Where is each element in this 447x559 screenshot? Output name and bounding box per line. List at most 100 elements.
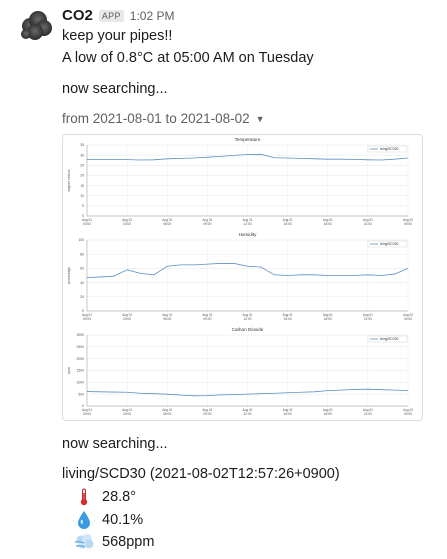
temperature-reading: 28.8°	[74, 487, 136, 507]
bot-name[interactable]: CO2	[62, 7, 93, 24]
x-tick-label-time: 03:00	[123, 412, 131, 416]
data-point	[287, 275, 288, 276]
chart-image[interactable]: Temperature 0 5 10 15 20 25 30 35 Aug 01 00:00 Aug …	[62, 134, 423, 421]
y-tick-label: 1500	[76, 369, 84, 373]
y-tick-label: 80	[80, 252, 84, 256]
data-point	[327, 275, 329, 276]
x-tick-label-time: 00:00	[83, 317, 91, 321]
x-tick-label-time: 21:00	[364, 222, 372, 226]
y-tick-label: 0	[82, 404, 84, 408]
data-point	[166, 393, 168, 395]
message-header: CO2 APP 1:02 PM	[62, 7, 174, 24]
x-tick-label-day: Aug 02	[403, 408, 413, 412]
data-point	[314, 158, 315, 160]
y-tick-label: 40	[80, 281, 84, 285]
x-tick-label-time: 09:00	[203, 222, 211, 226]
status-searching-2: now searching...	[62, 436, 168, 452]
x-tick-label-time: 18:00	[324, 317, 332, 321]
x-tick-label-day: Aug 01	[202, 218, 212, 222]
data-point	[247, 265, 248, 267]
data-point	[153, 274, 155, 276]
humidity-value: 40.1%	[102, 512, 144, 528]
data-point	[300, 274, 302, 276]
co2-value: 568ppm	[102, 534, 155, 550]
x-tick-label-time: 06:00	[163, 317, 171, 321]
data-point	[113, 275, 115, 277]
data-point	[233, 263, 235, 264]
data-point	[180, 264, 181, 266]
x-tick-label-day: Aug 01	[162, 313, 172, 317]
legend-label: living/SCD30	[380, 147, 399, 151]
data-point	[233, 394, 235, 395]
app-badge: APP	[98, 9, 124, 22]
data-point	[407, 157, 409, 159]
data-point	[367, 159, 369, 161]
thermometer-icon	[74, 487, 94, 507]
data-point	[380, 275, 382, 276]
chart-title: Carbon Dioxide	[232, 327, 264, 332]
data-point	[260, 393, 262, 395]
x-tick-label-day: Aug 01	[323, 408, 333, 412]
x-tick-label-day: Aug 01	[202, 408, 212, 412]
data-point	[354, 159, 355, 160]
x-tick-label-day: Aug 01	[323, 218, 333, 222]
legend-box	[367, 335, 408, 343]
x-tick-label-day: Aug 01	[283, 408, 293, 412]
data-point	[100, 276, 101, 278]
x-tick-label-time: 09:00	[203, 412, 211, 416]
x-tick-label-day: Aug 01	[283, 218, 293, 222]
caret-down-icon[interactable]: ▼	[255, 113, 265, 124]
x-tick-label-time: 00:00	[83, 412, 91, 416]
data-point	[193, 157, 195, 159]
y-tick-label: 30	[80, 153, 84, 157]
x-tick-label-day: Aug 01	[122, 218, 132, 222]
x-tick-label-day: Aug 01	[242, 313, 252, 317]
data-point	[407, 268, 409, 269]
data-point	[273, 274, 275, 276]
message-time[interactable]: 1:02 PM	[129, 8, 175, 23]
data-point	[140, 273, 141, 274]
y-tick-label: 25	[80, 163, 84, 167]
droplet-icon	[74, 510, 94, 530]
data-point	[193, 264, 195, 266]
cloud-avatar-icon[interactable]	[18, 8, 54, 44]
data-point	[180, 394, 181, 396]
date-range-toggle[interactable]: from 2021-08-01 to 2021-08-02 ▼	[62, 111, 265, 126]
x-tick-label-time: 12:00	[244, 317, 252, 321]
data-point	[340, 275, 342, 276]
data-point	[300, 391, 302, 393]
data-point	[220, 394, 222, 396]
y-tick-label: 0	[82, 309, 84, 313]
y-tick-label: 2000	[76, 357, 84, 361]
data-point	[233, 155, 235, 156]
x-tick-label-day: Aug 01	[202, 313, 212, 317]
y-axis-label: ppm	[67, 367, 71, 374]
x-tick-label-day: Aug 01	[162, 408, 172, 412]
y-tick-label: 10	[80, 194, 84, 198]
status-searching-1: now searching...	[62, 81, 168, 97]
x-tick-label-day: Aug 01	[82, 218, 92, 222]
x-tick-label-time: 09:00	[203, 317, 211, 321]
data-point	[380, 159, 382, 161]
x-tick-label-time: 21:00	[364, 412, 372, 416]
x-tick-label-day: Aug 01	[242, 218, 252, 222]
data-point	[260, 266, 262, 268]
x-tick-label-time: 15:00	[284, 222, 292, 226]
data-point	[380, 389, 382, 391]
data-point	[273, 392, 275, 394]
x-tick-label-day: Aug 01	[323, 313, 333, 317]
x-tick-label-day: Aug 01	[363, 408, 373, 412]
data-point	[126, 159, 128, 160]
x-tick-label-day: Aug 01	[122, 408, 132, 412]
data-point	[220, 156, 222, 157]
data-point	[140, 392, 141, 394]
data-point	[220, 263, 222, 264]
y-tick-label: 20	[80, 174, 84, 178]
temperature-value: 28.8°	[102, 489, 137, 505]
x-tick-label-time: 12:00	[244, 222, 252, 226]
data-point	[340, 389, 342, 391]
data-point	[340, 158, 342, 160]
data-point	[327, 158, 329, 160]
x-tick-label-time: 00:00	[83, 222, 91, 226]
x-tick-label-time: 03:00	[123, 222, 131, 226]
